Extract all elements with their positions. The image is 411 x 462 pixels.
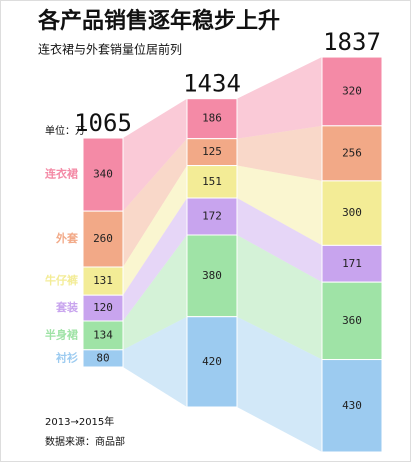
value-label: 131 <box>93 274 113 287</box>
value-label: 260 <box>93 232 113 245</box>
flow-band <box>237 235 322 360</box>
bar-segment <box>82 320 124 351</box>
value-label: 340 <box>93 168 113 181</box>
flow-band <box>237 125 322 181</box>
bar-segment <box>321 180 383 246</box>
value-label: 430 <box>342 399 362 412</box>
bar-segment <box>321 125 383 182</box>
bar-segment <box>321 56 383 127</box>
total-label: 1837 <box>323 28 381 56</box>
bar-segment <box>186 316 238 408</box>
bar-segment <box>186 98 238 140</box>
total-label: 1065 <box>74 109 132 137</box>
flow-band <box>237 316 322 452</box>
flow-band <box>123 198 187 321</box>
bar-segment <box>82 349 124 368</box>
legend-label: 连衣裙 <box>45 167 78 181</box>
period-note: 2013→2015年 <box>45 415 114 428</box>
bar-segment <box>186 197 238 236</box>
chart-title: 各产品销售逐年稳步上升 <box>37 8 280 34</box>
value-label: 134 <box>93 328 113 341</box>
value-label: 300 <box>342 206 362 219</box>
legend-label: 外套 <box>55 231 79 245</box>
legend-label: 套装 <box>56 300 78 314</box>
flow-band <box>123 98 187 212</box>
flow-band <box>123 316 187 407</box>
value-label: 420 <box>202 355 222 368</box>
legend-label: 牛仔裤 <box>45 273 78 287</box>
flow-band <box>237 57 322 139</box>
flow-band <box>237 165 322 246</box>
bar-segment <box>82 294 124 322</box>
legend-label: 半身裙 <box>45 327 78 341</box>
source-note: 数据来源：商品部 <box>45 435 125 448</box>
bar-segment <box>321 359 383 453</box>
flow-band <box>123 138 187 268</box>
value-label: 186 <box>202 112 222 125</box>
total-label: 1434 <box>183 70 241 98</box>
value-label: 120 <box>93 301 113 314</box>
flow-band <box>123 165 187 296</box>
value-label: 256 <box>342 146 362 159</box>
value-label: 80 <box>96 351 109 364</box>
bar-segment <box>186 165 238 199</box>
bands <box>123 57 322 452</box>
flow-band <box>123 235 187 350</box>
chart-subtitle: 连衣裙与外套销量位居前列 <box>38 42 182 57</box>
value-label: 380 <box>202 269 222 282</box>
bar-segment <box>186 234 238 318</box>
value-label: 360 <box>342 314 362 327</box>
value-label: 171 <box>342 257 362 270</box>
value-label: 151 <box>202 175 222 188</box>
legend-label: 衬衫 <box>56 350 78 364</box>
bar-segment <box>321 281 383 361</box>
value-label: 320 <box>342 84 362 97</box>
bars: 340 260 131 120 134 80 1065 186 125 151 172 380 420 1… <box>45 28 383 453</box>
value-label: 172 <box>202 210 222 223</box>
value-label: 125 <box>202 145 222 158</box>
unit-label: 单位：万 <box>45 124 85 137</box>
flow-band <box>237 198 322 283</box>
